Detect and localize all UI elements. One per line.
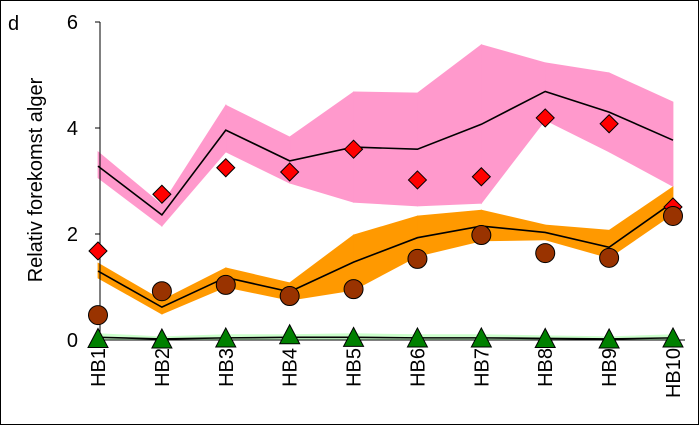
- marker-diamond: [343, 139, 364, 159]
- marker-triangle: [214, 326, 237, 348]
- x-tick-label: HB7: [471, 348, 493, 387]
- x-tick-label: HB5: [344, 348, 366, 387]
- y-tick-label: 4: [67, 118, 78, 140]
- marker-triangle: [406, 326, 429, 348]
- marker-diamond: [599, 114, 619, 134]
- marker-circle: [343, 279, 364, 300]
- marker-circle: [215, 274, 236, 295]
- y-tick-label: 0: [67, 330, 78, 352]
- marker-diamond: [407, 170, 428, 190]
- marker-triangle: [278, 323, 301, 345]
- y-tick-label: 6: [67, 12, 78, 34]
- mean-line: [97, 336, 674, 340]
- x-tick-label: HB2: [152, 348, 174, 387]
- marker-diamond: [535, 108, 555, 128]
- x-tick-label: HB4: [280, 348, 302, 387]
- marker-triangle: [662, 326, 684, 348]
- marker-triangle: [342, 326, 365, 347]
- marker-diamond: [279, 162, 300, 182]
- y-tick-label: 2: [67, 224, 78, 246]
- x-tick-label: HB9: [599, 348, 621, 387]
- marker-circle: [663, 205, 683, 226]
- mean-line: [97, 90, 674, 217]
- marker-circle: [599, 247, 620, 268]
- marker-circle: [88, 305, 108, 326]
- marker-triangle: [470, 326, 493, 348]
- x-tick-label: HB8: [535, 348, 557, 387]
- marker-circle: [535, 243, 556, 264]
- marker-triangle: [87, 327, 109, 348]
- marker-diamond: [88, 241, 108, 261]
- x-tick-label: HB1: [88, 348, 110, 387]
- marker-triangle: [534, 327, 557, 348]
- mean-line: [97, 201, 674, 309]
- marker-diamond: [152, 184, 172, 204]
- x-tick-label: HB10: [663, 348, 685, 398]
- marker-diamond: [471, 167, 492, 187]
- marker-circle: [279, 286, 300, 307]
- panel-label: d: [8, 13, 19, 35]
- y-axis-label: Relativ forekomst alger: [25, 77, 47, 282]
- marker-circle: [407, 248, 428, 269]
- x-tick-label: HB6: [407, 348, 429, 387]
- marker-triangle: [598, 327, 620, 349]
- marker-circle: [151, 281, 172, 302]
- marker-circle: [471, 225, 492, 246]
- x-tick-label: HB3: [216, 348, 238, 387]
- marker-triangle: [151, 327, 173, 349]
- marker-diamond: [216, 158, 236, 178]
